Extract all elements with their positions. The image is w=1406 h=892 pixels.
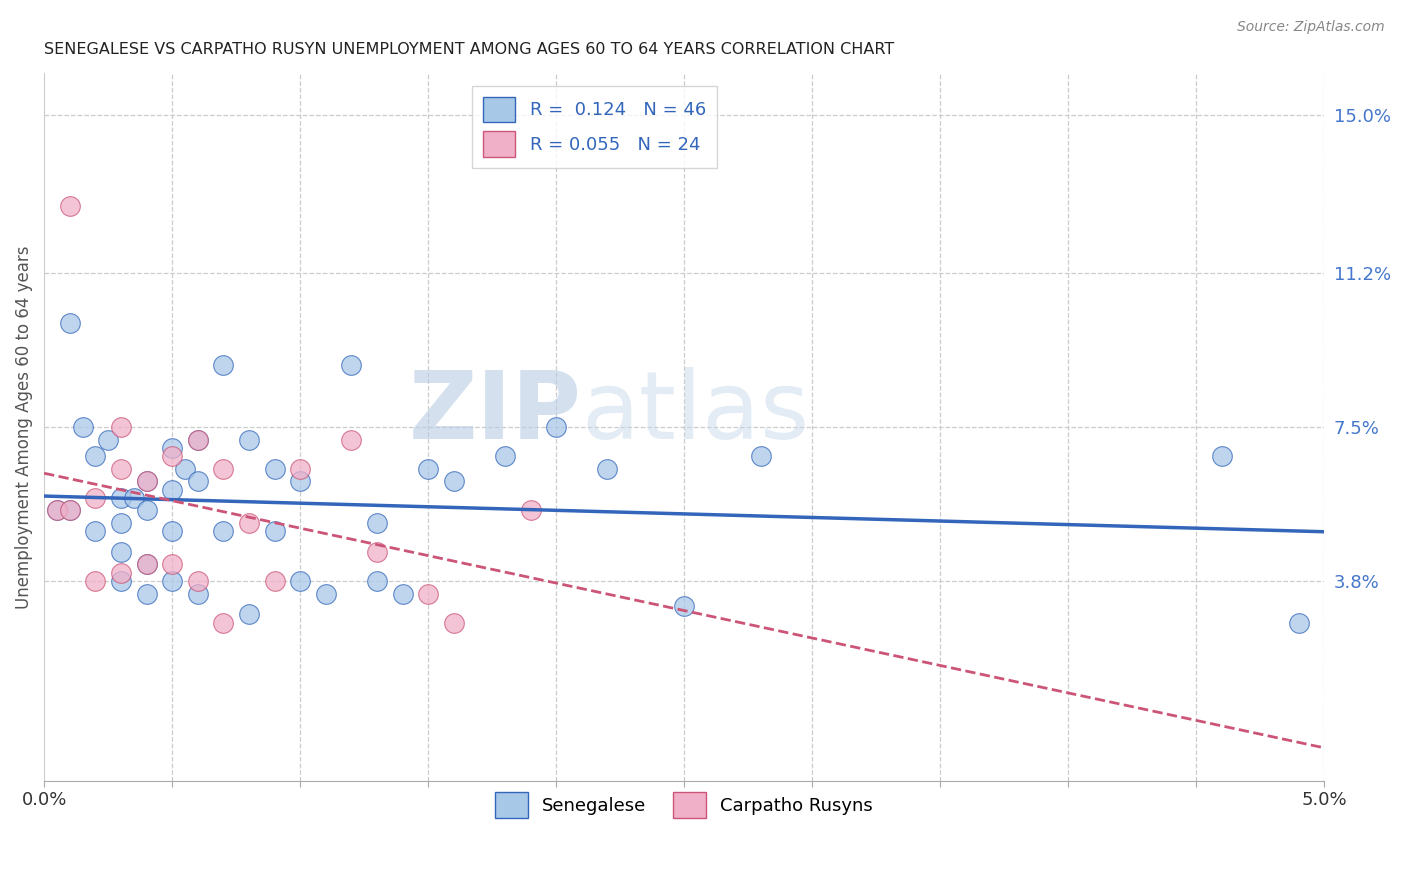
Legend: Senegalese, Carpatho Rusyns: Senegalese, Carpatho Rusyns: [488, 785, 880, 825]
Point: [110, 545, 132, 559]
Point: [122, 491, 145, 505]
Text: ZIP: ZIP: [409, 367, 582, 459]
Point: [366, 574, 388, 589]
Point: [135, 587, 157, 601]
Point: [366, 516, 388, 530]
Point: [59, 503, 82, 517]
Point: [749, 449, 772, 463]
Point: [160, 483, 183, 497]
Point: [340, 358, 363, 372]
Point: [596, 461, 619, 475]
Point: [546, 420, 568, 434]
Point: [84, 491, 107, 505]
Point: [288, 574, 311, 589]
Point: [72, 420, 94, 434]
Point: [494, 449, 516, 463]
Point: [110, 516, 132, 530]
Point: [315, 587, 337, 601]
Point: [110, 566, 132, 580]
Point: [110, 491, 132, 505]
Point: [160, 449, 183, 463]
Point: [59, 503, 82, 517]
Text: atlas: atlas: [582, 367, 810, 459]
Point: [84, 574, 107, 589]
Point: [443, 474, 465, 488]
Point: [59, 316, 82, 330]
Point: [174, 461, 197, 475]
Point: [160, 558, 183, 572]
Point: [110, 574, 132, 589]
Point: [391, 587, 413, 601]
Point: [212, 461, 235, 475]
Point: [238, 433, 260, 447]
Point: [443, 615, 465, 630]
Y-axis label: Unemployment Among Ages 60 to 64 years: Unemployment Among Ages 60 to 64 years: [15, 245, 32, 609]
Point: [212, 358, 235, 372]
Point: [59, 199, 82, 213]
Point: [84, 524, 107, 539]
Point: [263, 524, 285, 539]
Point: [1288, 615, 1310, 630]
Point: [97, 433, 120, 447]
Point: [110, 461, 132, 475]
Point: [238, 607, 260, 622]
Point: [340, 433, 363, 447]
Point: [187, 587, 209, 601]
Point: [416, 587, 439, 601]
Point: [135, 558, 157, 572]
Point: [84, 449, 107, 463]
Point: [135, 558, 157, 572]
Point: [263, 574, 285, 589]
Point: [212, 615, 235, 630]
Point: [187, 433, 209, 447]
Point: [160, 574, 183, 589]
Point: [187, 574, 209, 589]
Text: SENEGALESE VS CARPATHO RUSYN UNEMPLOYMENT AMONG AGES 60 TO 64 YEARS CORRELATION : SENEGALESE VS CARPATHO RUSYN UNEMPLOYMEN…: [44, 42, 894, 57]
Point: [135, 503, 157, 517]
Point: [110, 420, 132, 434]
Point: [135, 474, 157, 488]
Point: [212, 524, 235, 539]
Point: [135, 474, 157, 488]
Point: [187, 474, 209, 488]
Text: Source: ZipAtlas.com: Source: ZipAtlas.com: [1237, 20, 1385, 34]
Point: [160, 441, 183, 455]
Point: [160, 524, 183, 539]
Point: [263, 461, 285, 475]
Point: [416, 461, 439, 475]
Point: [673, 599, 696, 614]
Point: [288, 461, 311, 475]
Point: [45, 503, 67, 517]
Point: [288, 474, 311, 488]
Point: [366, 545, 388, 559]
Point: [187, 433, 209, 447]
Point: [1211, 449, 1233, 463]
Point: [519, 503, 541, 517]
Point: [238, 516, 260, 530]
Point: [45, 503, 67, 517]
